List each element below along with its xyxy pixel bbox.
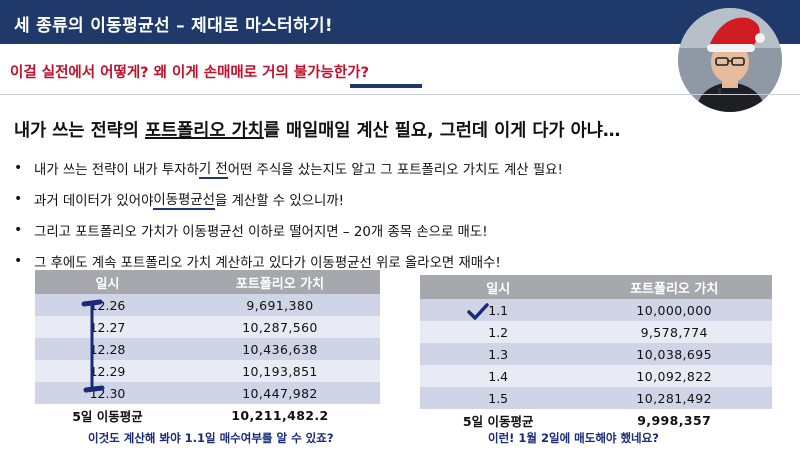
headline: 내가 쓰는 전략의 포트폴리오 가치를 매일매일 계산 필요, 그런데 이게 다… (14, 117, 620, 142)
column-header-date: 일시 (35, 270, 180, 294)
presenter-avatar (678, 8, 782, 112)
left-table-note: 이것도 계산해 봐야 1.1일 매수여부를 알 수 있죠? (88, 431, 334, 445)
checkmark-icon (467, 303, 489, 320)
right-portfolio-table: 일시 포트폴리오 가치 1.1 10,000,000 1.2 9,578,774 1… (420, 275, 772, 431)
bullet-dot-icon: • (14, 190, 23, 207)
table-row: 1.3 10,038,695 (420, 343, 772, 365)
bullet-dot-icon: • (14, 221, 23, 238)
table-row: 12.26 9,691,380 (35, 294, 380, 316)
column-header-value: 포트폴리오 가치 (576, 275, 772, 299)
headline-emphasis: 포트폴리오 가치 (144, 121, 264, 141)
subtitle-underline-mark (350, 84, 422, 88)
title-bar: 세 종류의 이동평균선 – 제대로 마스터하기! (0, 0, 800, 44)
column-header-date: 일시 (420, 275, 577, 299)
header-divider (0, 94, 800, 95)
table-header-row: 일시 포트폴리오 가치 (35, 270, 380, 294)
table-row: 1.1 10,000,000 (420, 299, 772, 321)
table-row: 12.27 10,287,560 (35, 316, 380, 338)
bullet-list: • 내가 쓰는 전략이 내가 투자하 기 전 어떤 주식을 샀는지도 알고 그 포… (14, 152, 774, 276)
headline-part1: 내가 쓰는 전략의 (14, 121, 145, 141)
slide-title: 세 종류의 이동평균선 – 제대로 마스터하기! (14, 16, 333, 36)
underlined-text: 이동평균선 (153, 188, 215, 210)
bullet-dot-icon: • (14, 252, 23, 269)
left-portfolio-table: 일시 포트폴리오 가치 12.26 9,691,380 12.27 10,287,5… (35, 270, 380, 426)
table-row: 12.30 10,447,982 (35, 382, 380, 404)
table-row: 1.4 10,092,822 (420, 365, 772, 387)
moving-average-row: 5일 이동평균 9,998,357 (420, 409, 772, 431)
table-row: 12.28 10,436,638 (35, 338, 380, 360)
moving-average-row: 5일 이동평균 10,211,482.2 (35, 404, 380, 426)
pen-bracket-mark (81, 299, 105, 393)
slide-subtitle: 이걸 실전에서 어떻게? 왜 이게 손매매로 거의 불가능한가? (10, 65, 369, 81)
table-row: 12.29 10,193,851 (35, 360, 380, 382)
table-header-row: 일시 포트폴리오 가치 (420, 275, 772, 299)
column-header-value: 포트폴리오 가치 (179, 270, 380, 294)
table-row: 1.2 9,578,774 (420, 321, 772, 343)
bullet-item: • 그 후에도 계속 포트폴리오 가치 계산하고 있다가 이동평균선 위로 올라… (14, 252, 501, 271)
bullet-dot-icon: • (14, 159, 23, 176)
headline-part2: 를 매일매일 계산 필요, 그런데 이게 다가 아냐… (263, 121, 621, 141)
table-row: 1.5 10,281,492 (420, 387, 772, 409)
right-table-note: 이런! 1월 2일에 매도해야 했네요? (488, 431, 659, 445)
bullet-item: • 내가 쓰는 전략이 내가 투자하 기 전 어떤 주식을 샀는지도 알고 그 포… (14, 152, 774, 183)
presenter-image (678, 8, 782, 112)
bullet-item: • 과거 데이터가 있어야 이동평균선 을 계산할 수 있으니까! (14, 183, 774, 214)
underlined-text: 기 전 (198, 157, 228, 179)
bullet-item: • 그리고 포트폴리오 가치가 이동평균선 이하로 떨어지면 – 20개 종목 … (14, 221, 488, 240)
